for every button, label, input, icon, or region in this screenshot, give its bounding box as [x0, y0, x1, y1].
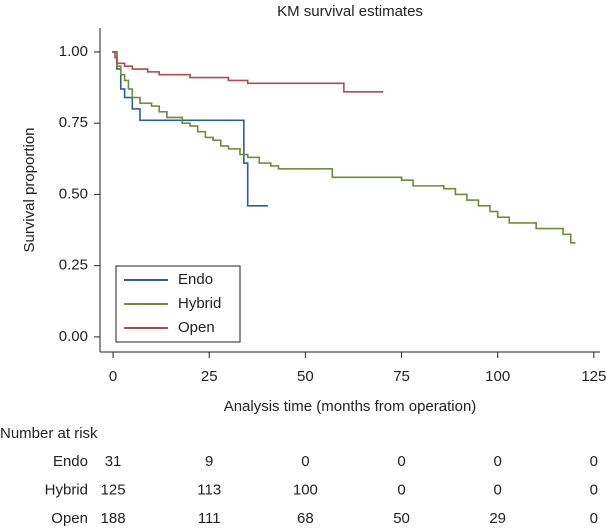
risk-count: 111: [198, 510, 221, 527]
risk-row-label: Endo: [53, 453, 88, 470]
legend-label: Hybrid: [178, 295, 221, 312]
legend-label: Open: [178, 319, 215, 336]
risk-count: 29: [489, 510, 506, 527]
risk-count: 188: [101, 510, 126, 527]
risk-count: 0: [397, 481, 405, 498]
risk-count: 68: [297, 510, 314, 527]
y-tick-label: 0.50: [59, 185, 88, 202]
x-tick-label: 75: [393, 368, 410, 385]
y-tick-label: 0.00: [59, 328, 88, 345]
risk-count: 125: [101, 481, 126, 498]
x-axis-title: Analysis time (months from operation): [224, 398, 477, 415]
x-tick-label: 25: [201, 368, 218, 385]
risk-count: 113: [197, 481, 221, 498]
y-tick-label: 1.00: [59, 43, 88, 60]
legend-label: Endo: [178, 271, 213, 288]
risk-count: 0: [494, 453, 502, 470]
y-tick-label: 0.25: [59, 257, 88, 274]
risk-count: 0: [590, 510, 598, 527]
x-tick-label: 0: [109, 368, 117, 385]
x-tick-label: 50: [297, 368, 314, 385]
x-tick-label: 125: [581, 368, 606, 385]
chart-title: KM survival estimates: [277, 3, 423, 20]
risk-count: 0: [397, 453, 405, 470]
y-axis-title: Survival proportion: [21, 127, 38, 252]
x-tick-label: 100: [485, 368, 510, 385]
risk-count: 0: [494, 481, 502, 498]
risk-count: 0: [590, 453, 598, 470]
risk-count: 0: [590, 481, 598, 498]
risk-count: 100: [293, 481, 318, 498]
risk-row-label: Open: [51, 510, 88, 527]
risk-table-title: Number at risk: [0, 425, 98, 442]
risk-count: 9: [205, 453, 213, 470]
risk-row-label: Hybrid: [45, 481, 88, 498]
y-tick-label: 0.75: [59, 114, 88, 131]
risk-count: 31: [105, 453, 122, 470]
risk-count: 0: [301, 453, 309, 470]
risk-count: 50: [393, 510, 410, 527]
